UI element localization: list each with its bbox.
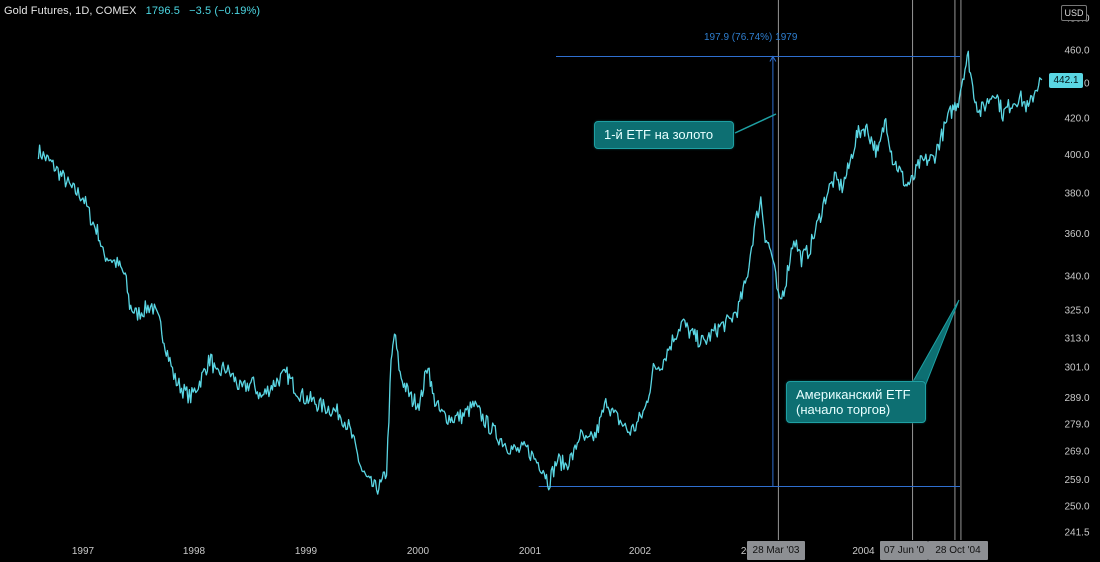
y-tick-label: 420.0 [1064, 114, 1089, 125]
measure-arrow-icon [769, 55, 777, 62]
callout-american-etf[interactable]: Американский ETF (начало торгов) [786, 381, 926, 423]
x-tick-label: 2001 [519, 546, 542, 557]
y-tick-label: 460.0 [1064, 46, 1089, 57]
y-tick-label: 259.0 [1064, 475, 1089, 486]
date-tag: 28 Oct '04 [928, 541, 988, 560]
callout-american-etf-line2: (начало торгов) [796, 402, 891, 417]
x-tick-label: 1998 [183, 546, 206, 557]
date-tag: 07 Jun '0 [880, 541, 928, 560]
symbol-label: Gold Futures, 1D, COMEX [4, 5, 137, 17]
change-label: −3.5 (−0.19%) [189, 5, 261, 17]
measure-label: 197.9 (76.74%) 1979 [704, 32, 798, 43]
price-label: 1796.5 [145, 5, 180, 17]
callout-pointer [734, 113, 777, 134]
series-line [37, 50, 1043, 495]
x-tick-label: 1999 [295, 546, 318, 557]
x-tick-label: 1997 [72, 546, 95, 557]
date-tag: 28 Mar '03 [747, 541, 805, 560]
y-tick-label: 289.0 [1064, 393, 1089, 404]
y-tick-label: 313.0 [1064, 333, 1089, 344]
y-tick-label: 380.0 [1064, 188, 1089, 199]
y-tick-label: 400.0 [1064, 150, 1089, 161]
callout-first-etf[interactable]: 1-й ETF на золото [594, 121, 734, 149]
x-tick-label: 2000 [407, 546, 430, 557]
x-tick-label: 2002 [629, 546, 652, 557]
callout-american-etf-line1: Американский ETF [796, 387, 911, 402]
price-axis[interactable]: 480.0460.0440.0420.0400.0380.0360.0340.0… [1064, 14, 1089, 539]
y-tick-label: 269.0 [1064, 447, 1089, 458]
y-tick-label: 241.5 [1064, 527, 1089, 538]
y-tick-label: 325.0 [1064, 305, 1089, 316]
y-tick-label: 360.0 [1064, 229, 1089, 240]
y-tick-label: 340.0 [1064, 272, 1089, 283]
y-tick-label: 301.0 [1064, 363, 1089, 374]
callout-pointer [905, 299, 960, 395]
y-tick-label: 279.0 [1064, 419, 1089, 430]
y-tick-label: 250.0 [1064, 502, 1089, 513]
currency-badge[interactable]: USD [1061, 5, 1087, 21]
chart-header: Gold Futures, 1D, COMEX 1796.5 −3.5 (−0.… [4, 5, 260, 17]
chart-annotations [538, 0, 962, 540]
x-tick-label: 2004 [852, 546, 875, 557]
price-series [37, 50, 1043, 495]
last-price-tag: 442.1 [1049, 73, 1083, 88]
